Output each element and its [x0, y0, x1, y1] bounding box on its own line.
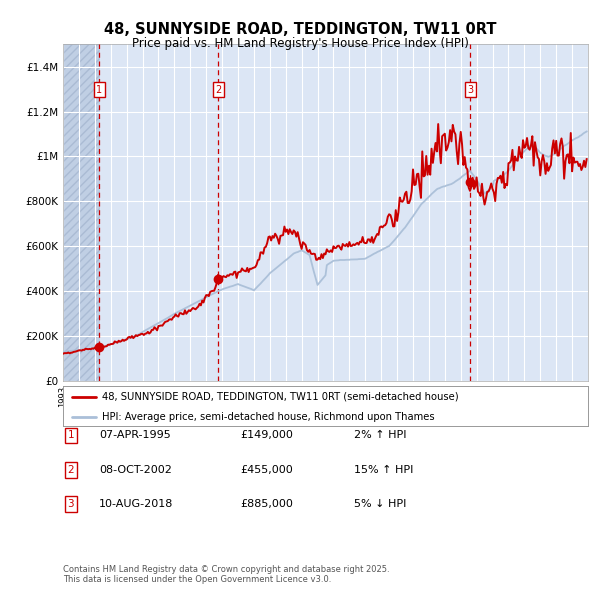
Text: £455,000: £455,000: [240, 465, 293, 474]
Text: 2: 2: [215, 84, 221, 94]
Text: Contains HM Land Registry data © Crown copyright and database right 2025.
This d: Contains HM Land Registry data © Crown c…: [63, 565, 389, 584]
Text: 2: 2: [67, 465, 74, 474]
Text: 48, SUNNYSIDE ROAD, TEDDINGTON, TW11 0RT (semi-detached house): 48, SUNNYSIDE ROAD, TEDDINGTON, TW11 0RT…: [103, 392, 459, 402]
Text: 3: 3: [67, 499, 74, 509]
Text: 07-APR-1995: 07-APR-1995: [99, 431, 171, 440]
Bar: [63, 44, 99, 381]
Bar: [63, 44, 99, 381]
Text: 1: 1: [67, 431, 74, 440]
Text: Price paid vs. HM Land Registry's House Price Index (HPI): Price paid vs. HM Land Registry's House …: [131, 37, 469, 50]
Text: 1: 1: [96, 84, 102, 94]
Text: 48, SUNNYSIDE ROAD, TEDDINGTON, TW11 0RT: 48, SUNNYSIDE ROAD, TEDDINGTON, TW11 0RT: [104, 22, 496, 37]
Text: 15% ↑ HPI: 15% ↑ HPI: [354, 465, 413, 474]
Text: 5% ↓ HPI: 5% ↓ HPI: [354, 499, 406, 509]
Text: 10-AUG-2018: 10-AUG-2018: [99, 499, 173, 509]
Text: 3: 3: [467, 84, 473, 94]
Text: 08-OCT-2002: 08-OCT-2002: [99, 465, 172, 474]
Text: £149,000: £149,000: [240, 431, 293, 440]
Text: 2% ↑ HPI: 2% ↑ HPI: [354, 431, 407, 440]
Text: HPI: Average price, semi-detached house, Richmond upon Thames: HPI: Average price, semi-detached house,…: [103, 412, 435, 422]
Text: £885,000: £885,000: [240, 499, 293, 509]
